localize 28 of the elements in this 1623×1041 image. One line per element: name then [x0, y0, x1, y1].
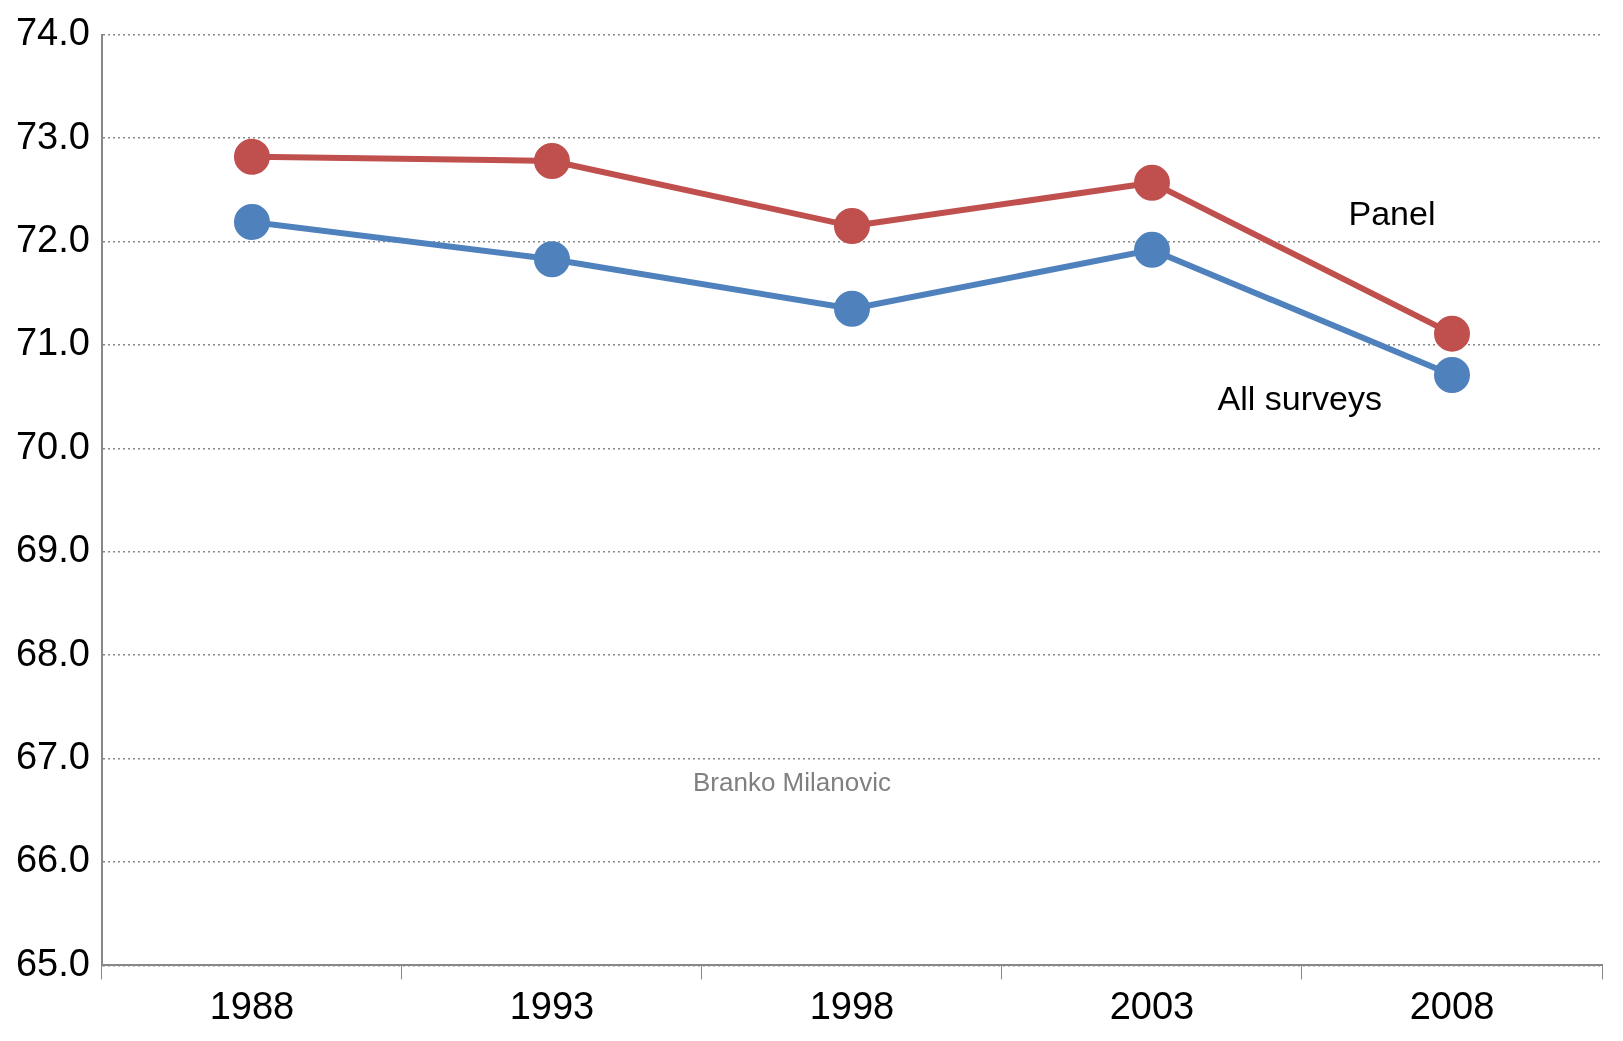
x-tick-label: 1993 [509, 984, 595, 1027]
y-tick-label: 73.0 [15, 114, 90, 157]
point [1434, 315, 1470, 352]
y-tick-label: 65.0 [15, 941, 90, 984]
y-tick-label: 69.0 [15, 528, 90, 571]
y-tick-label: 70.0 [15, 424, 90, 467]
point [233, 138, 270, 175]
y-tick-label: 67.0 [15, 735, 90, 778]
y-tick-label: 66.0 [15, 838, 90, 881]
series-label: Panel [1348, 194, 1436, 232]
point [533, 142, 570, 179]
x-tick-label: 2003 [1109, 984, 1195, 1027]
series-label: All surveys [1217, 379, 1382, 418]
y-tick-label: 74.0 [15, 11, 90, 54]
y-tick-label: 68.0 [15, 631, 90, 674]
point [1434, 356, 1470, 393]
x-tick-label: 1998 [809, 984, 895, 1027]
point [1133, 231, 1170, 268]
annotation: Branko Milanovic [692, 767, 891, 798]
point [533, 241, 570, 278]
y-tick-label: 72.0 [15, 218, 90, 261]
x-tick-label: 1988 [209, 984, 295, 1027]
point [1133, 164, 1170, 201]
point [233, 203, 270, 240]
y-tick-label: 71.0 [15, 321, 90, 364]
point [833, 290, 870, 327]
x-tick-label: 2008 [1409, 984, 1495, 1027]
point [833, 208, 870, 245]
